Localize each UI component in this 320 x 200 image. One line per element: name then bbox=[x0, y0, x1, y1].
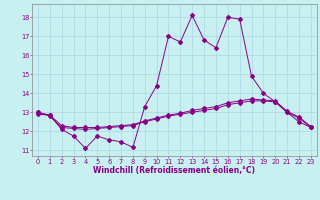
X-axis label: Windchill (Refroidissement éolien,°C): Windchill (Refroidissement éolien,°C) bbox=[93, 166, 255, 175]
